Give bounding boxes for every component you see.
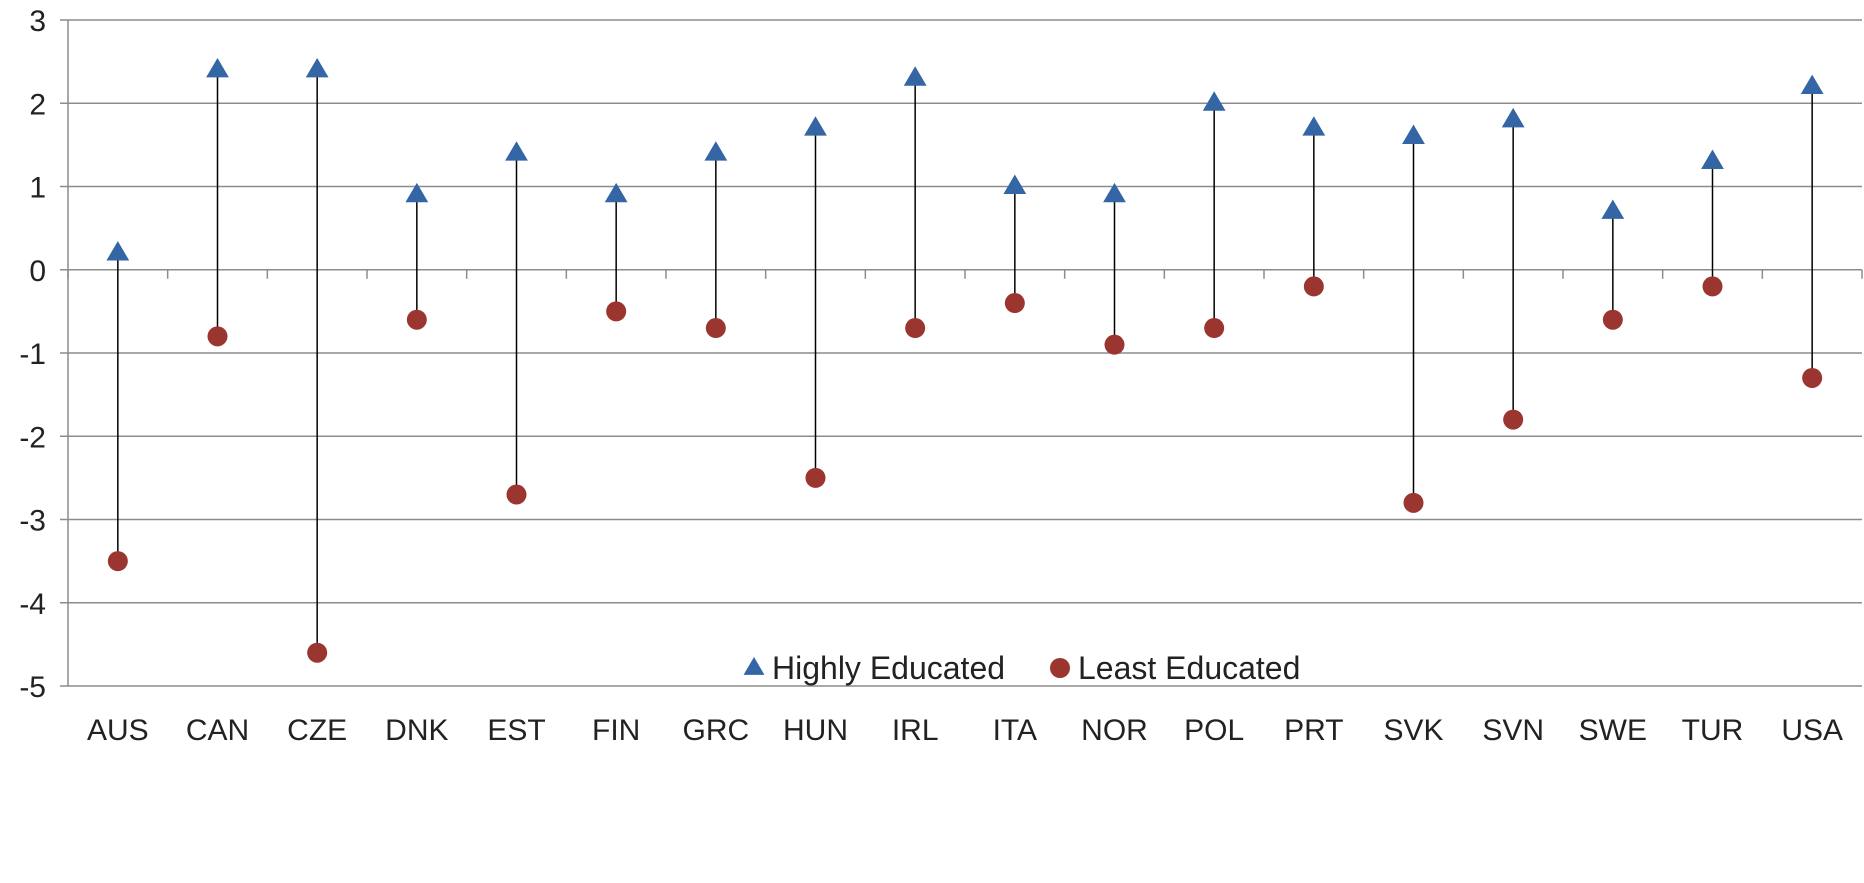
highly-educated-point bbox=[1601, 199, 1625, 219]
least-educated-point bbox=[1802, 367, 1823, 388]
y-tick-label: 1 bbox=[29, 172, 46, 205]
y-tick-label: -5 bbox=[19, 671, 46, 704]
least-educated-point bbox=[1104, 334, 1125, 355]
highly-educated-point bbox=[305, 57, 329, 78]
x-tick-label: PRT bbox=[1284, 714, 1343, 747]
highly-educated-point bbox=[1302, 116, 1326, 136]
x-tick-label: IRL bbox=[892, 714, 939, 747]
x-tick-label: USA bbox=[1781, 714, 1843, 747]
y-tick-label: -3 bbox=[19, 505, 46, 538]
y-tick-label: 0 bbox=[29, 255, 46, 288]
x-tick-label: CAN bbox=[186, 714, 249, 747]
highly-educated-point bbox=[1701, 149, 1724, 169]
y-tick-label: -1 bbox=[19, 338, 46, 371]
x-tick-label: POL bbox=[1184, 714, 1244, 747]
highly-educated-point bbox=[405, 182, 429, 203]
least-educated-point bbox=[506, 484, 527, 505]
highly-educated-point bbox=[106, 241, 130, 261]
least-educated-point bbox=[1004, 293, 1025, 314]
connector-lines bbox=[117, 69, 1813, 653]
legend-label-highly-educated: Highly Educated bbox=[772, 650, 1005, 686]
least-educated-point bbox=[606, 301, 627, 322]
x-tick-label: NOR bbox=[1081, 714, 1148, 747]
least-educated-point bbox=[1403, 492, 1424, 513]
highly-educated-point bbox=[704, 141, 728, 161]
legend-circle-icon bbox=[1050, 658, 1070, 678]
axes: 3 2 1 0 -1 -2 -3 -4 -5 AUS CAN CZE DNK EST FIN GRC HUN IR… bbox=[19, 5, 1863, 747]
highly-educated-point bbox=[1202, 91, 1226, 111]
x-tick-label: DNK bbox=[385, 714, 448, 747]
least-educated-point bbox=[1702, 276, 1723, 297]
x-tick-label: SVN bbox=[1482, 714, 1544, 747]
highly-educated-point bbox=[1800, 74, 1824, 95]
x-tick-label: CZE bbox=[287, 714, 347, 747]
least-educated-point bbox=[1303, 276, 1324, 297]
highly-educated-point bbox=[804, 116, 827, 136]
legend-label-least-educated: Least Educated bbox=[1078, 650, 1300, 686]
least-educated-point bbox=[805, 467, 826, 488]
least-educated-point bbox=[307, 642, 328, 663]
x-tick-label: GRC bbox=[682, 714, 749, 747]
y-tick-label: -4 bbox=[19, 588, 46, 621]
highly-educated-point bbox=[604, 182, 628, 203]
gridlines bbox=[68, 19, 1862, 687]
highly-educated-point bbox=[206, 57, 229, 78]
least-educated-point bbox=[406, 309, 427, 330]
x-tick-label: SVK bbox=[1383, 714, 1443, 747]
x-tick-label: HUN bbox=[783, 714, 848, 747]
x-tick-label: TUR bbox=[1682, 714, 1744, 747]
least-educated-point bbox=[1503, 409, 1524, 430]
legend: Highly Educated Least Educated bbox=[743, 650, 1300, 686]
y-tick-label: 2 bbox=[29, 88, 46, 121]
y-tick-label: -2 bbox=[19, 421, 46, 454]
x-tick-label: EST bbox=[487, 714, 545, 747]
x-tick-label: ITA bbox=[993, 714, 1037, 747]
least-educated-point bbox=[905, 318, 926, 339]
highly-educated-point bbox=[1501, 107, 1525, 128]
highly-educated-point bbox=[1402, 124, 1425, 144]
legend-triangle-icon bbox=[743, 657, 765, 675]
x-tick-label: FIN bbox=[592, 714, 640, 747]
least-educated-point bbox=[1204, 318, 1225, 339]
least-educated-point bbox=[705, 318, 726, 339]
data-markers bbox=[106, 57, 1824, 663]
highly-educated-point bbox=[1003, 174, 1027, 194]
x-tick-label: SWE bbox=[1579, 714, 1647, 747]
least-educated-point bbox=[207, 326, 228, 347]
highly-educated-point bbox=[1103, 182, 1126, 203]
least-educated-point bbox=[1602, 309, 1623, 330]
highly-educated-point bbox=[505, 141, 528, 161]
y-tick-label: 3 bbox=[29, 5, 46, 38]
highly-educated-point bbox=[903, 66, 927, 86]
least-educated-point bbox=[107, 551, 128, 572]
x-tick-label: AUS bbox=[87, 714, 149, 747]
